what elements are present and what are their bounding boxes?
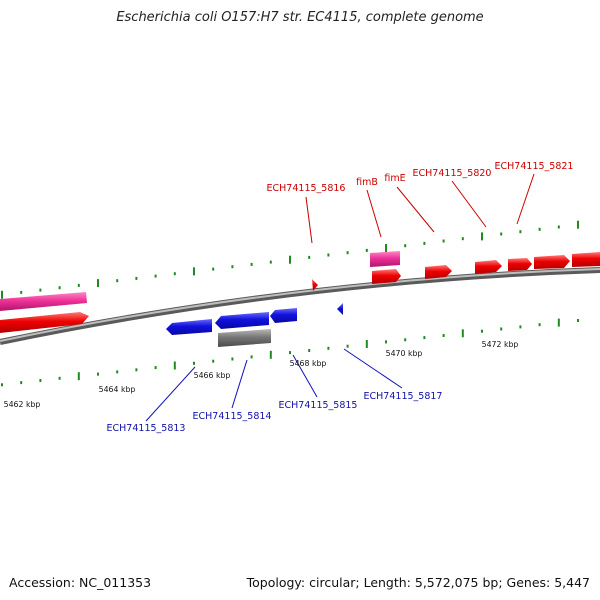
label-ech74115-5820: ECH74115_5820 (413, 168, 492, 179)
map-title: Escherichia coli O157:H7 str. EC4115, co… (116, 10, 484, 25)
label-ech74115-5813: ECH74115_5813 (107, 423, 186, 434)
genome-backbone (0, 267, 600, 345)
label-ech74115-5815: ECH74115_5815 (279, 400, 358, 411)
gene-forward-right-2[interactable] (572, 252, 600, 267)
callout-line-5813 (145, 366, 196, 422)
topology-text: Topology: circular; Length: 5,572,075 bp… (246, 575, 590, 590)
scale-label-5464: 5464 kbp (99, 385, 136, 394)
scale-label-5468: 5468 kbp (290, 359, 327, 368)
gene-ech74115-5813[interactable] (166, 319, 212, 335)
gene-ech74115-5814[interactable] (215, 312, 269, 329)
callout-line-5820 (451, 180, 487, 228)
gene-ech74115-5816[interactable] (312, 279, 318, 291)
gene-fimb[interactable] (370, 251, 400, 267)
gene-ech74115-5820[interactable] (475, 260, 502, 274)
scale-label-5462: 5462 kbp (4, 400, 41, 409)
gene-ech74115-5821[interactable] (508, 258, 532, 271)
label-ech74115-5817: ECH74115_5817 (364, 391, 443, 402)
callout-line-5814 (231, 359, 248, 409)
gene-forward-left-red[interactable] (0, 312, 89, 333)
outer-tick-row (1, 220, 579, 299)
scale-label-5470: 5470 kbp (386, 349, 423, 358)
gene-fime[interactable] (372, 269, 401, 284)
gene-reverse-grey[interactable] (218, 329, 271, 347)
gene-ech74115-5817[interactable] (337, 303, 343, 315)
label-ech74115-5816: ECH74115_5816 (267, 183, 346, 194)
label-fimb: fimB (356, 177, 378, 188)
callout-line-fime (396, 186, 435, 233)
scale-label-5472: 5472 kbp (482, 340, 519, 349)
gene-ech74115-5815[interactable] (270, 308, 297, 323)
callout-line-fimb (366, 189, 382, 238)
callout-line-5816 (305, 196, 313, 244)
scale-label-5466: 5466 kbp (194, 371, 231, 380)
label-ech74115-5814: ECH74115_5814 (193, 411, 272, 422)
callout-line-5817 (343, 348, 403, 389)
callout-line-5815 (292, 354, 318, 398)
callout-line-5821 (516, 173, 535, 225)
label-ech74115-5821: ECH74115_5821 (495, 161, 574, 172)
gene-forward-right-1[interactable] (534, 255, 570, 269)
accession-text: Accession: NC_011353 (9, 575, 152, 590)
gene-forward-mid[interactable] (425, 265, 452, 279)
gene-forward-left-pink[interactable] (0, 292, 87, 311)
label-fime: fimE (384, 173, 405, 184)
genome-backbone-highlight (0, 268, 600, 342)
inner-tick-row (1, 318, 579, 387)
